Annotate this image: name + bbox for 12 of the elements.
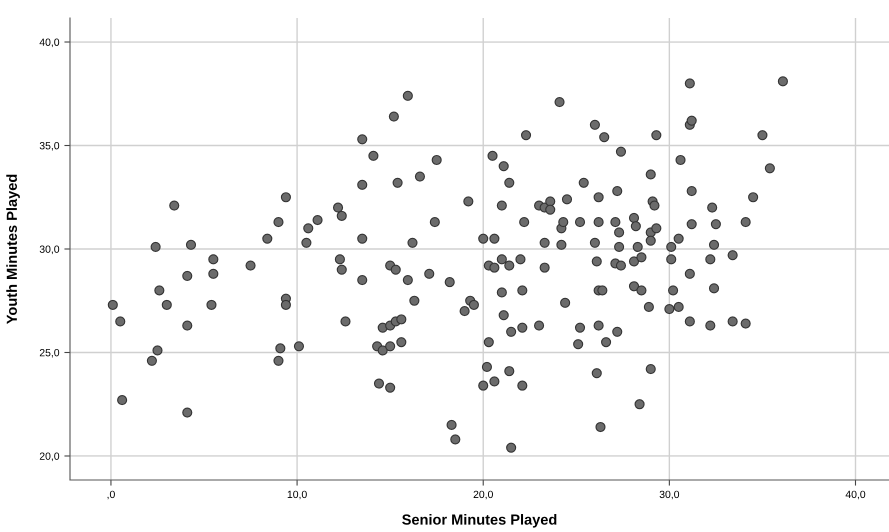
y-axis-title: Youth Minutes Played — [6, 174, 20, 324]
x-axis-title: Senior Minutes Played — [402, 514, 556, 528]
x-tick-label: 40,0 — [846, 490, 866, 500]
y-tick-label: 40,0 — [40, 38, 60, 48]
x-tick-label: 30,0 — [660, 490, 680, 500]
y-tick-label: 35,0 — [40, 142, 60, 151]
x-tick-label: ,0 — [108, 490, 115, 500]
x-tick-label: 20,0 — [474, 490, 493, 500]
x-tick-label: 10,0 — [288, 490, 307, 500]
y-tick-label: 25,0 — [40, 348, 60, 358]
y-tick-label: 20,0 — [40, 452, 60, 462]
y-tick-label: 30,0 — [40, 246, 60, 254]
